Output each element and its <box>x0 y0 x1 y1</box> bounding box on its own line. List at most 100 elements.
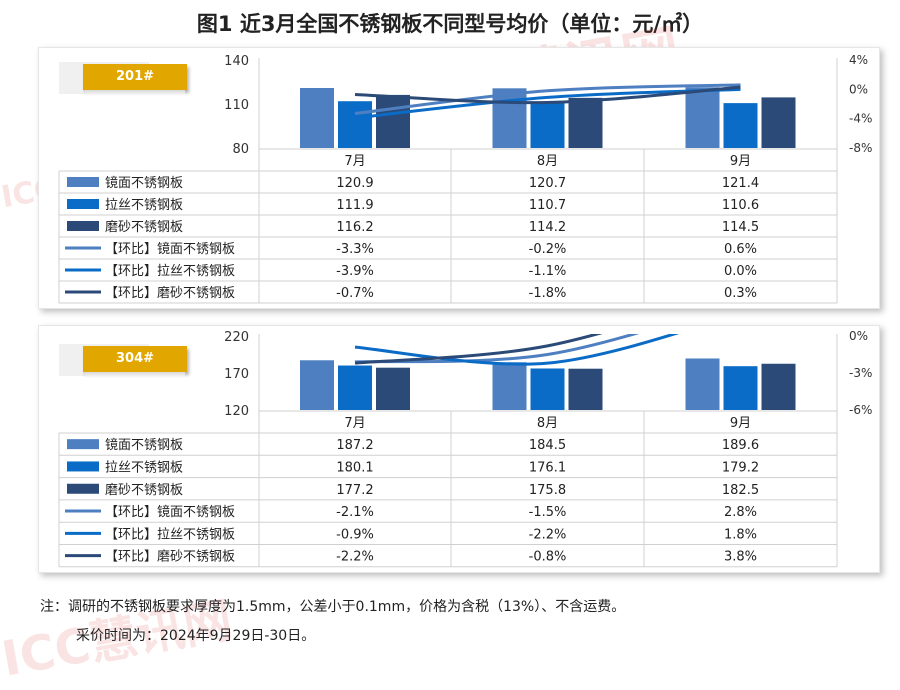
data-label: 0.3% <box>724 286 757 301</box>
line-series-2 <box>354 334 680 366</box>
bar-1 <box>492 362 527 410</box>
legend-swatch <box>67 177 99 187</box>
badge-shadow <box>85 90 185 96</box>
data-label: 179.2 <box>722 460 759 475</box>
y-tick-label: 170 <box>224 367 249 382</box>
bar-3 <box>568 368 603 410</box>
y2-tick-label: -3% <box>849 366 872 380</box>
chart-panel-201: 201# 140 110 80 4% 0% -4% -8% 7月 8月 9月 镜面不锈钢板 120.9… <box>38 47 880 309</box>
legend-label: 【环比】磨砂不锈钢板 <box>105 550 235 565</box>
bar-3 <box>761 363 796 410</box>
data-label: 189.6 <box>722 438 759 453</box>
x-tick-label: 9月 <box>730 154 751 169</box>
x-tick-label: 8月 <box>537 416 558 431</box>
data-label: 116.2 <box>336 220 373 235</box>
legend-label: 磨砂不锈钢板 <box>105 483 183 498</box>
y-tick-label: 110 <box>224 98 249 113</box>
legend-label: 【环比】磨砂不锈钢板 <box>105 286 235 301</box>
bar-2 <box>723 366 758 410</box>
bar-2 <box>530 368 565 410</box>
y-tick-label: 80 <box>232 142 249 157</box>
data-label: -1.8% <box>529 286 567 301</box>
y-tick-label: 120 <box>224 404 249 419</box>
y2-tick-label: -8% <box>849 141 872 155</box>
bar-1 <box>685 358 720 410</box>
data-label: 111.9 <box>336 198 373 213</box>
data-label: 176.1 <box>529 460 566 475</box>
legend-swatch <box>67 483 99 494</box>
data-label: 180.1 <box>336 460 373 475</box>
data-label: -2.2% <box>529 527 567 542</box>
legend-swatch <box>67 221 99 231</box>
bar-1 <box>685 87 720 148</box>
bar-1 <box>492 88 527 148</box>
legend-label: 【环比】拉丝不锈钢板 <box>105 527 235 542</box>
data-label: -3.9% <box>336 264 374 279</box>
y-tick-label: 220 <box>224 330 249 345</box>
legend-swatch <box>67 439 99 450</box>
data-label: 120.7 <box>529 176 566 191</box>
x-tick-label: 7月 <box>344 154 365 169</box>
bar-1 <box>300 88 334 148</box>
x-tick-label: 9月 <box>730 416 751 431</box>
bar-3 <box>376 367 410 410</box>
legend-label: 镜面不锈钢板 <box>105 176 183 191</box>
y2-tick-label: 0% <box>849 329 868 343</box>
legend-swatch <box>67 199 99 209</box>
y-tick-label: 140 <box>224 54 249 69</box>
data-label: 177.2 <box>336 483 373 498</box>
data-label: -2.1% <box>336 505 374 520</box>
data-label: -1.5% <box>529 505 567 520</box>
footnote: 注：调研的不锈钢板要求厚度为1.5mm，公差小于0.1mm，价格为含税（13%）… <box>40 599 626 615</box>
bar-3 <box>376 94 410 148</box>
grade-badge: 201# <box>83 64 187 90</box>
bar-2 <box>723 103 758 148</box>
legend-swatch <box>67 461 99 472</box>
data-label: 3.8% <box>724 550 757 565</box>
data-label: 184.5 <box>529 438 566 453</box>
data-label: -2.2% <box>336 550 374 565</box>
data-label: 0.6% <box>724 242 757 257</box>
data-label: 120.9 <box>336 176 373 191</box>
y2-tick-label: 0% <box>849 82 868 96</box>
legend-label: 拉丝不锈钢板 <box>105 198 183 213</box>
page-title: 图1 近3月全国不锈钢板不同型号均价（单位：元/㎡） <box>196 12 704 36</box>
y2-tick-label: -4% <box>849 112 872 126</box>
bar-2 <box>338 365 372 410</box>
data-label: 110.7 <box>529 198 566 213</box>
data-label: 1.8% <box>724 527 757 542</box>
legend-label: 【环比】镜面不锈钢板 <box>105 242 235 257</box>
bar-3 <box>761 97 796 148</box>
x-tick-label: 8月 <box>537 154 558 169</box>
data-label: 114.5 <box>722 220 759 235</box>
data-label: 182.5 <box>722 483 759 498</box>
bar-3 <box>568 97 603 148</box>
data-label: -0.8% <box>529 550 567 565</box>
chart-panel-304: 304# 220 170 120 0% -3% -6% 7月 8月 9月镜面不锈钢板 187.2 1… <box>38 325 880 573</box>
data-label: 2.8% <box>724 505 757 520</box>
data-label: 114.2 <box>529 220 566 235</box>
legend-label: 【环比】拉丝不锈钢板 <box>105 264 235 279</box>
legend-label: 拉丝不锈钢板 <box>105 460 183 475</box>
data-label: -0.7% <box>336 286 374 301</box>
data-label: 110.6 <box>722 198 759 213</box>
grade-badge: 304# <box>83 346 187 372</box>
bar-2 <box>530 102 565 148</box>
data-label: -3.3% <box>336 242 374 257</box>
line-series-1 <box>354 83 741 116</box>
badge-shadow <box>85 372 185 378</box>
bar-2 <box>338 101 372 148</box>
data-label: 0.0% <box>724 264 757 279</box>
line-series-3 <box>354 334 603 365</box>
y2-tick-label: -6% <box>849 403 872 417</box>
data-label: 187.2 <box>336 438 373 453</box>
data-label: -0.9% <box>336 527 374 542</box>
legend-label: 磨砂不锈钢板 <box>105 220 183 235</box>
legend-label: 镜面不锈钢板 <box>105 438 183 453</box>
data-label: 121.4 <box>722 176 759 191</box>
bar-1 <box>300 360 334 410</box>
x-tick-label: 7月 <box>344 416 365 431</box>
line-series-1 <box>354 334 640 364</box>
